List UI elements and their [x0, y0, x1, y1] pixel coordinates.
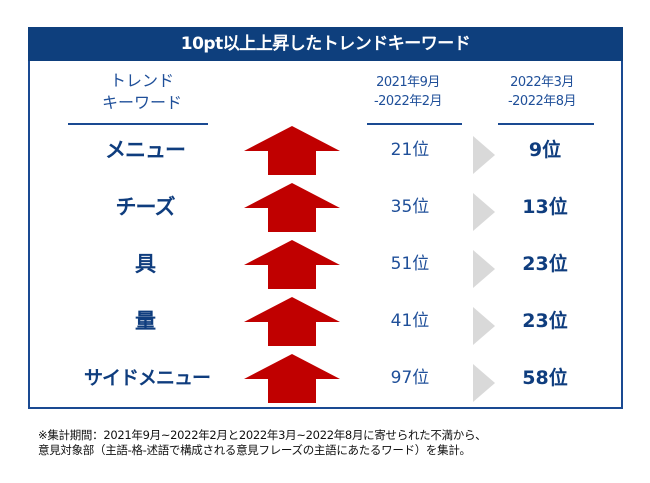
keyword-label: 量 — [135, 309, 156, 333]
up-arrow-icon — [244, 354, 340, 403]
column-header-period1-line1: 2021年9月 — [376, 75, 440, 90]
table-row: メニュー 21位 9位 — [0, 126, 650, 175]
column-header-period1: 2021年9月 -2022年2月 — [368, 73, 448, 111]
rank-after: 13位 — [522, 196, 568, 218]
triangle-right-icon — [473, 136, 495, 174]
rank-before: 97位 — [390, 368, 430, 388]
table-row: 具 51位 23位 — [0, 240, 650, 289]
rank-after: 9位 — [528, 139, 562, 161]
keyword-header-underline — [68, 123, 208, 125]
table-row: サイドメニュー 97位 58位 — [0, 354, 650, 403]
footnote-line1: ※集計期間：2021年9月~2022年2月と2022年3月~2022年8月に寄せ… — [38, 428, 487, 442]
table-row: 量 41位 23位 — [0, 297, 650, 346]
footnote-line2: 意見対象部（主語-格-述語で構成される意見フレーズの主語にあたるワード）を集計。 — [38, 443, 471, 457]
rank-after: 23位 — [522, 310, 568, 332]
column-header-period2: 2022年3月 -2022年8月 — [492, 73, 592, 111]
keyword-label: メニュー — [105, 138, 186, 162]
rank-before: 51位 — [390, 254, 430, 274]
triangle-right-icon — [473, 364, 495, 402]
column-header-keyword: トレンド キーワード — [72, 70, 212, 114]
triangle-right-icon — [473, 307, 495, 345]
rank-before: 35位 — [390, 197, 430, 217]
table-row: チーズ 35位 13位 — [0, 183, 650, 232]
column-header-keyword-line2: キーワード — [101, 93, 182, 112]
period2-header-underline — [498, 123, 594, 125]
rank-after: 23位 — [522, 253, 568, 275]
up-arrow-icon — [244, 240, 340, 289]
table-title: 10pt以上上昇したトレンドキーワード — [28, 27, 623, 61]
rank-after: 58位 — [522, 367, 568, 389]
keyword-label: チーズ — [115, 195, 176, 219]
up-arrow-icon — [244, 126, 340, 175]
column-header-period1-line2: -2022年2月 — [373, 94, 443, 109]
period1-header-underline — [367, 123, 462, 125]
rank-before: 41位 — [390, 311, 430, 331]
keyword-label: 具 — [135, 252, 156, 276]
table-frame — [28, 27, 623, 409]
column-header-period2-line1: 2022年3月 — [510, 75, 574, 90]
up-arrow-icon — [244, 297, 340, 346]
triangle-right-icon — [473, 193, 495, 231]
keyword-label: サイドメニュー — [83, 367, 211, 389]
up-arrow-icon — [244, 183, 340, 232]
rank-before: 21位 — [390, 140, 430, 160]
column-header-period2-line2: -2022年8月 — [507, 94, 577, 109]
triangle-right-icon — [473, 250, 495, 288]
footnote: ※集計期間：2021年9月~2022年2月と2022年3月~2022年8月に寄せ… — [38, 428, 487, 458]
column-header-keyword-line1: トレンド — [109, 71, 174, 90]
